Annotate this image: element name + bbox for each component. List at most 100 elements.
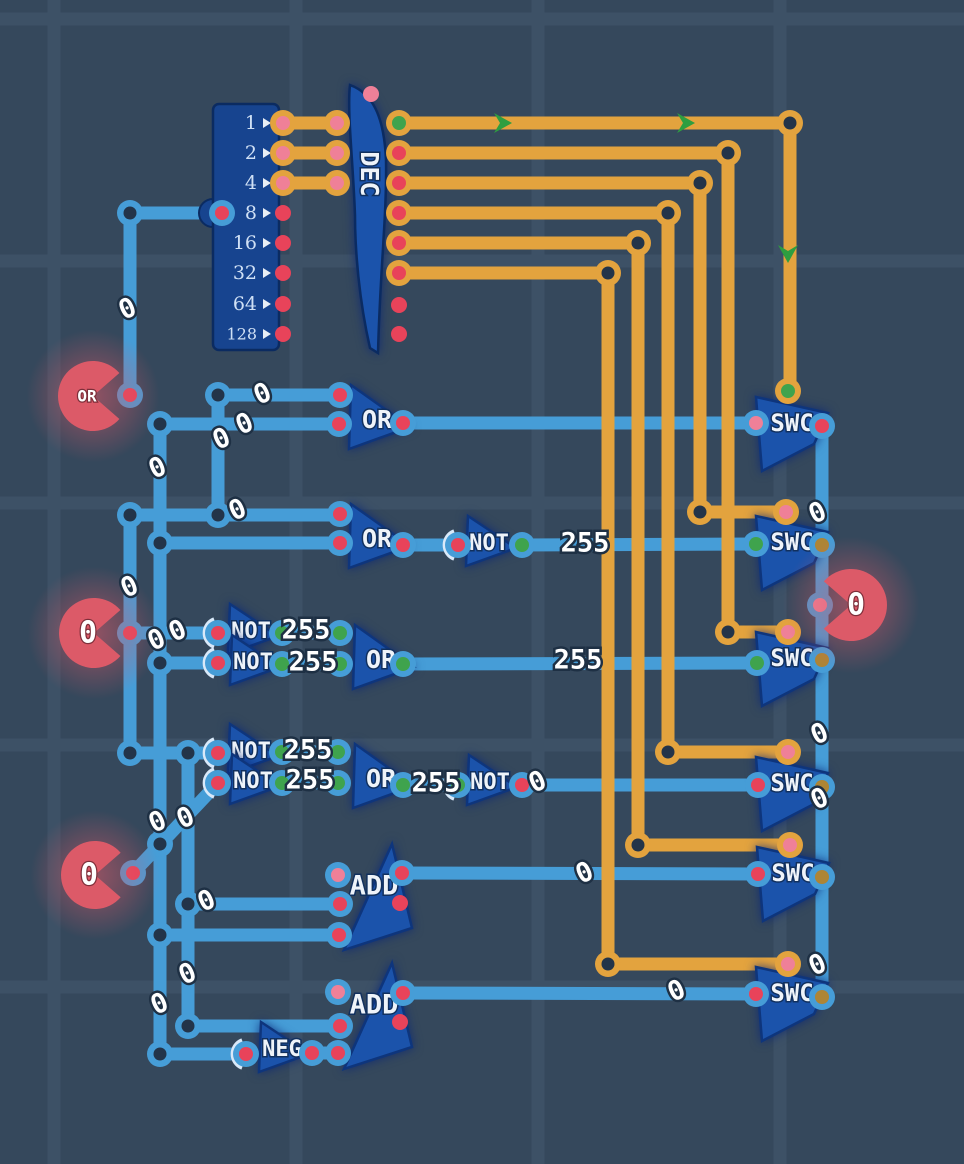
- pin-dot-33: [331, 985, 345, 999]
- wire-orange-8[interactable]: [399, 266, 788, 971]
- pin-dot-36: [396, 986, 410, 1000]
- pin-dot-29: [331, 868, 345, 882]
- elbow-3-center: [661, 206, 675, 220]
- pin-dot-12: [515, 538, 529, 552]
- swc-gate-label-16: SWC: [770, 769, 813, 797]
- pin-dot-23: [275, 776, 289, 790]
- pin-dot-58: [392, 146, 406, 160]
- unused-pin-dot-8[interactable]: [392, 1014, 408, 1030]
- wire-orange-7[interactable]: [399, 236, 790, 852]
- wire-blue-23[interactable]: [402, 656, 758, 671]
- neg-gate-10[interactable]: [257, 1019, 312, 1074]
- output-zero-value: 0: [847, 588, 865, 623]
- unused-pin-dot-9[interactable]: [363, 86, 379, 102]
- swc-gate-16[interactable]: [754, 755, 830, 833]
- swc-gate-13[interactable]: [754, 395, 830, 473]
- junction-5-center: [153, 536, 167, 550]
- unused-pin-dot-0[interactable]: [275, 205, 291, 221]
- elbow-8-center: [661, 745, 675, 759]
- pin-dot-50: [815, 990, 829, 1004]
- not-gate-label-6: NOT: [233, 650, 273, 675]
- or-gate-label-1: OR: [362, 524, 393, 553]
- byte-splitter-bit-label-6: 64: [233, 293, 257, 315]
- or-gate-label-0: OR: [362, 405, 393, 434]
- pin-dot-16: [275, 657, 289, 671]
- or-gate-3[interactable]: [351, 741, 417, 810]
- pin-dot-56: [330, 176, 344, 190]
- pin-dot-39: [749, 416, 763, 430]
- grid-hline-0: [0, 12, 964, 26]
- input-zero-2[interactable]: [61, 841, 121, 909]
- pin-dot-68: [781, 957, 795, 971]
- unused-pin-dot-6[interactable]: [391, 326, 407, 342]
- elbow-4-center: [631, 236, 645, 250]
- pin-dot-26: [396, 778, 410, 792]
- or-gate-0[interactable]: [347, 382, 413, 451]
- swc-gate-17[interactable]: [755, 845, 831, 923]
- value-label-23: 255: [561, 528, 610, 559]
- input-zero-2-value: 0: [80, 858, 98, 893]
- junction-1-center: [211, 388, 225, 402]
- pin-dot-42: [751, 778, 765, 792]
- pin-dot-8: [333, 507, 347, 521]
- signal-arrow-icon-2: [778, 245, 798, 263]
- wire-blue-29[interactable]: [402, 986, 757, 1001]
- or-gate-2[interactable]: [351, 622, 417, 691]
- pin-dot-24: [331, 745, 345, 759]
- gate-arc-10: [230, 1038, 243, 1070]
- decoder-body[interactable]: [347, 83, 388, 356]
- output-zero[interactable]: [823, 569, 887, 642]
- decoder-label: DEC: [355, 151, 384, 196]
- junction-9-center: [153, 837, 167, 851]
- unused-pin-dot-5[interactable]: [391, 297, 407, 313]
- input-or[interactable]: [57, 361, 120, 431]
- input-zero-1-value: 0: [79, 616, 97, 651]
- signal-arrow-icon-0: [494, 113, 512, 133]
- junction-10-center: [181, 897, 195, 911]
- bit-arrow-icon-2: [263, 178, 271, 188]
- byte-splitter-body[interactable]: [211, 102, 281, 352]
- unused-pin-dot-3[interactable]: [275, 296, 291, 312]
- input-zero-1[interactable]: [58, 598, 121, 669]
- wire-orange-6[interactable]: [399, 206, 788, 759]
- bit-arrow-icon-0: [263, 118, 271, 128]
- pin-dot-34: [333, 1019, 347, 1033]
- wire-orange-5[interactable]: [399, 176, 786, 519]
- pin-dot-20: [211, 746, 225, 760]
- pin-dot-11: [451, 538, 465, 552]
- unused-pin-dot-1[interactable]: [275, 235, 291, 251]
- bit-arrow-icon-4: [263, 238, 271, 248]
- swc-gate-label-17: SWC: [771, 859, 814, 887]
- pin-dot-40: [749, 537, 763, 551]
- gate-arc-6: [202, 647, 215, 679]
- unused-pin-dot-4[interactable]: [275, 326, 291, 342]
- byte-splitter-bit-label-3: 8: [245, 202, 257, 224]
- pin-dot-25: [331, 776, 345, 790]
- pin-dot-14: [275, 626, 289, 640]
- byte-splitter-bit-label-5: 32: [233, 262, 257, 284]
- gate-arc-5: [202, 617, 215, 649]
- input-zero-2-glow: [30, 810, 160, 940]
- elbow-1-center: [721, 146, 735, 160]
- swc-gate-18[interactable]: [754, 965, 830, 1043]
- wire-blue-28[interactable]: [401, 866, 759, 881]
- pin-dot-35: [331, 1046, 345, 1060]
- pin-dot-28: [515, 778, 529, 792]
- elbow-0-center: [783, 116, 797, 130]
- pin-dot-30: [333, 897, 347, 911]
- junction-12-center: [181, 1019, 195, 1033]
- junction-8-center: [181, 746, 195, 760]
- not-gate-8[interactable]: [228, 751, 283, 806]
- unused-pin-dot-7[interactable]: [392, 895, 408, 911]
- neg-gate-label-10: NEG: [262, 1037, 302, 1062]
- unused-pin-dot-2[interactable]: [275, 265, 291, 281]
- pin-dot-51: [276, 116, 290, 130]
- junction-11-center: [153, 928, 167, 942]
- pin-dot-55: [276, 176, 290, 190]
- pin-dot-10: [396, 538, 410, 552]
- byte-splitter-bit-label-7: 128: [226, 325, 257, 344]
- not-gate-6[interactable]: [228, 632, 283, 687]
- junction-7-center: [123, 746, 137, 760]
- pin-dot-49: [815, 870, 829, 884]
